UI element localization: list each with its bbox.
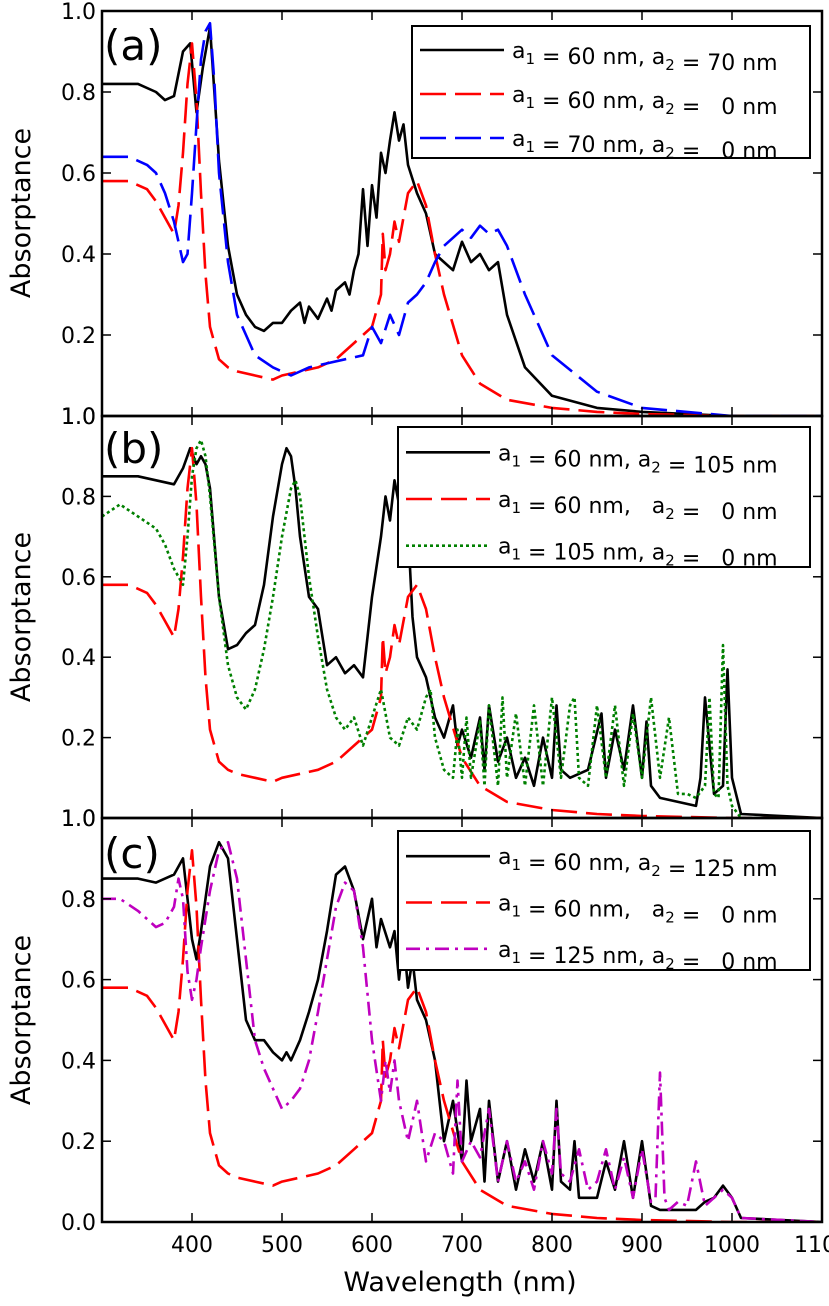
legend-c: a1 = 60 nm, a2 = 125 nm a1 = 60 nm, a2 = … bbox=[397, 830, 811, 975]
panel-c-label: (c) bbox=[104, 829, 160, 878]
legend-label-c-2: a1 = 60 nm, a2 = 0 nm bbox=[498, 892, 778, 929]
panel-b-plot-area bbox=[102, 438, 822, 818]
xtick-label-c-2: 600 bbox=[351, 1233, 393, 1258]
series-line-a-3 bbox=[102, 21, 822, 416]
panel-b: (b) Absorptance 0.2 0.4 0.6 0.8 1.0 1.0 a1 = 6… bbox=[6, 405, 824, 832]
series-line-b-3 bbox=[102, 438, 822, 818]
ytick-label-a-2: 0.6 bbox=[61, 162, 96, 187]
legend-label-b-2: a1 = 60 nm, a2 = 0 nm bbox=[498, 488, 778, 525]
panel-c: (c) Absorptance Wavelength (nm) 0.0 0.2 0.… bbox=[6, 807, 829, 1298]
xtick-label-c-1: 500 bbox=[261, 1233, 303, 1258]
ytick-label-c-2: 0.4 bbox=[61, 1049, 96, 1074]
legend-label-a-2: a1 = 60 nm, a2 = 0 nm bbox=[512, 83, 778, 120]
ytick-label-a-1: 0.4 bbox=[61, 243, 96, 268]
ytick-label-c-1: 0.2 bbox=[61, 1130, 96, 1155]
xtick-label-c-4: 800 bbox=[531, 1233, 573, 1258]
xtick-label-c-0: 400 bbox=[171, 1233, 213, 1258]
legend-label-a-3: a1 = 70 nm, a2 = 0 nm bbox=[512, 127, 778, 164]
ytick-label-bottom-b: 1.0 bbox=[61, 807, 96, 832]
ytick-label-top-a: 1.0 bbox=[61, 0, 96, 25]
legend-box-c bbox=[397, 830, 811, 971]
ytick-label-bottom-a: 1.0 bbox=[61, 405, 96, 430]
ytick-label-b-1: 0.4 bbox=[61, 646, 96, 671]
ytick-label-b-3: 0.8 bbox=[61, 485, 96, 510]
ytick-label-top-b: 1.0 bbox=[61, 405, 96, 430]
xtick-label-c-7: 1100 bbox=[794, 1233, 829, 1258]
legend-box-b bbox=[397, 426, 811, 568]
panel-c-plot-area bbox=[102, 840, 822, 1222]
ytick-label-c-0: 0.0 bbox=[61, 1211, 96, 1236]
series-line-c-3 bbox=[102, 840, 822, 1222]
legend-box-a bbox=[411, 25, 811, 159]
ytick-label-top-c: 1.0 bbox=[61, 807, 96, 832]
xtick-label-c-6: 1000 bbox=[704, 1233, 760, 1258]
legend-label-b-3: a1 = 105 nm, a2 = 0 nm bbox=[498, 535, 778, 572]
panel-b-ylabel: Absorptance bbox=[6, 532, 37, 702]
series-line-c-2 bbox=[102, 848, 822, 1222]
ytick-label-b-2: 0.6 bbox=[61, 566, 96, 591]
ytick-label-a-0: 0.2 bbox=[61, 324, 96, 349]
panel-c-xlabel: Wavelength (nm) bbox=[343, 1267, 576, 1298]
panel-a-label: (a) bbox=[104, 21, 163, 70]
panel-a: (a) Absorptance 0.2 0.4 0.6 0.8 1.0 1.0 a1 = 6… bbox=[6, 0, 824, 430]
legend-label-c-1: a1 = 60 nm, a2 = 125 nm bbox=[498, 845, 778, 882]
ytick-label-a-3: 0.8 bbox=[61, 81, 96, 106]
legend-label-a-1: a1 = 60 nm, a2 = 70 nm bbox=[512, 39, 778, 76]
ytick-label-c-4: 0.8 bbox=[61, 888, 96, 913]
series-line-b-2 bbox=[102, 446, 822, 818]
panel-b-label: (b) bbox=[104, 424, 163, 473]
series-line-c-1 bbox=[102, 840, 822, 1222]
legend-label-b-1: a1 = 60 nm, a2 = 105 nm bbox=[498, 441, 778, 478]
panel-c-ylabel: Absorptance bbox=[6, 935, 37, 1105]
legend-b: a1 = 60 nm, a2 = 105 nm a1 = 60 nm, a2 = … bbox=[397, 426, 811, 572]
ytick-label-c-3: 0.6 bbox=[61, 969, 96, 994]
legend-label-c-3: a1 = 125 nm, a2 = 0 nm bbox=[498, 938, 778, 975]
legend-a: a1 = 60 nm, a2 = 70 nm a1 = 60 nm, a2 = 0… bbox=[411, 25, 811, 164]
panel-a-plot-area bbox=[102, 21, 822, 416]
xtick-label-c-5: 900 bbox=[621, 1233, 663, 1258]
series-line-a-2 bbox=[102, 42, 822, 416]
xtick-label-c-3: 700 bbox=[441, 1233, 483, 1258]
ytick-label-b-0: 0.2 bbox=[61, 727, 96, 752]
panel-a-ylabel: Absorptance bbox=[6, 128, 37, 298]
